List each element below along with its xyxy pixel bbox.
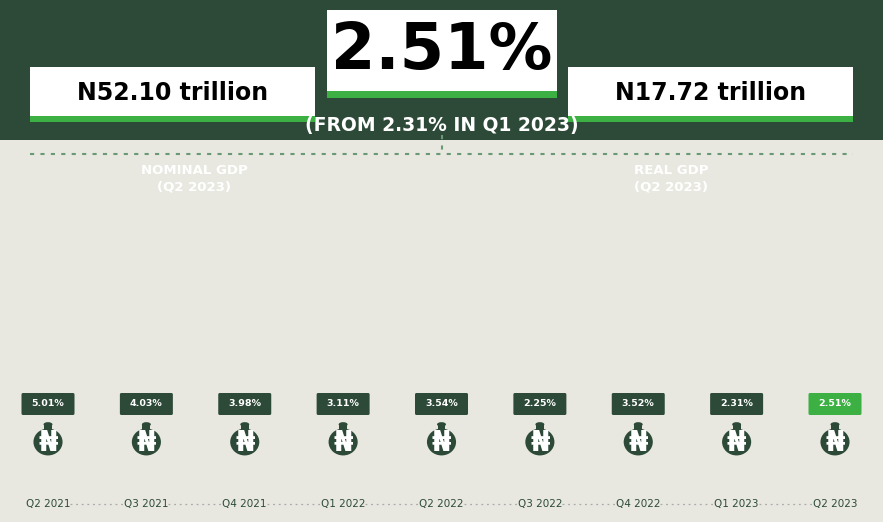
- Bar: [30, 116, 315, 122]
- Ellipse shape: [339, 422, 348, 426]
- Text: (FROM 2.31% IN Q1 2023): (FROM 2.31% IN Q1 2023): [305, 116, 578, 136]
- FancyBboxPatch shape: [30, 67, 315, 122]
- Text: Q2 2022: Q2 2022: [419, 499, 464, 509]
- Text: 2.51%: 2.51%: [819, 399, 851, 409]
- Text: 5.01%: 5.01%: [32, 399, 64, 409]
- Text: Q3 2021: Q3 2021: [125, 499, 169, 509]
- Bar: [339, 424, 347, 431]
- Bar: [536, 424, 544, 431]
- FancyBboxPatch shape: [568, 67, 853, 122]
- Ellipse shape: [437, 422, 446, 426]
- Ellipse shape: [43, 422, 52, 426]
- Bar: [438, 424, 445, 431]
- Text: ₦: ₦: [727, 429, 746, 457]
- Ellipse shape: [132, 429, 161, 455]
- Text: 3.52%: 3.52%: [622, 399, 654, 409]
- Text: Q4 2021: Q4 2021: [223, 499, 267, 509]
- Text: ₦: ₦: [826, 429, 845, 457]
- Text: Q2 2021: Q2 2021: [26, 499, 71, 509]
- FancyBboxPatch shape: [21, 393, 74, 415]
- Ellipse shape: [623, 429, 653, 455]
- Bar: [0, 140, 883, 522]
- FancyBboxPatch shape: [327, 10, 556, 98]
- Text: REAL GDP
(Q2 2023): REAL GDP (Q2 2023): [634, 164, 708, 194]
- FancyBboxPatch shape: [120, 393, 173, 415]
- Ellipse shape: [427, 429, 456, 455]
- Text: N52.10 trillion: N52.10 trillion: [77, 80, 268, 104]
- Bar: [241, 424, 249, 431]
- Bar: [327, 91, 556, 98]
- Bar: [142, 424, 150, 431]
- Text: ₦: ₦: [38, 429, 57, 457]
- Ellipse shape: [142, 422, 151, 426]
- Text: Q1 2022: Q1 2022: [321, 499, 366, 509]
- Text: 3.54%: 3.54%: [425, 399, 458, 409]
- FancyBboxPatch shape: [415, 393, 468, 415]
- Bar: [831, 424, 839, 431]
- Ellipse shape: [240, 422, 249, 426]
- Text: ₦: ₦: [432, 429, 451, 457]
- Ellipse shape: [634, 422, 643, 426]
- Bar: [634, 424, 642, 431]
- Bar: [0, 0, 883, 140]
- Text: 2.25%: 2.25%: [524, 399, 556, 409]
- Text: 3.98%: 3.98%: [228, 399, 261, 409]
- FancyBboxPatch shape: [218, 393, 271, 415]
- Text: 4.03%: 4.03%: [130, 399, 162, 409]
- Ellipse shape: [722, 429, 751, 455]
- Text: 2.31%: 2.31%: [721, 399, 753, 409]
- Ellipse shape: [230, 429, 260, 455]
- Bar: [568, 116, 853, 122]
- Ellipse shape: [535, 422, 544, 426]
- Text: Q2 2023: Q2 2023: [812, 499, 857, 509]
- Text: Q4 2022: Q4 2022: [616, 499, 660, 509]
- Text: ₦: ₦: [235, 429, 254, 457]
- Text: NOMINAL GDP
(Q2 2023): NOMINAL GDP (Q2 2023): [141, 164, 247, 194]
- FancyBboxPatch shape: [710, 393, 763, 415]
- Text: ₦: ₦: [334, 429, 353, 457]
- Text: 3.11%: 3.11%: [327, 399, 359, 409]
- Bar: [733, 424, 741, 431]
- Text: N17.72 trillion: N17.72 trillion: [615, 80, 806, 104]
- Text: 2.51%: 2.51%: [331, 20, 552, 82]
- Text: ₦: ₦: [530, 429, 549, 457]
- FancyBboxPatch shape: [809, 393, 862, 415]
- FancyBboxPatch shape: [513, 393, 566, 415]
- FancyBboxPatch shape: [317, 393, 370, 415]
- Text: Q3 2022: Q3 2022: [517, 499, 562, 509]
- Ellipse shape: [732, 422, 741, 426]
- Ellipse shape: [525, 429, 555, 455]
- Text: Q1 2023: Q1 2023: [714, 499, 758, 509]
- Bar: [44, 424, 52, 431]
- Ellipse shape: [328, 429, 358, 455]
- Ellipse shape: [820, 429, 849, 455]
- Ellipse shape: [34, 429, 63, 455]
- Text: ₦: ₦: [629, 429, 648, 457]
- FancyBboxPatch shape: [612, 393, 665, 415]
- Text: ₦: ₦: [137, 429, 156, 457]
- Ellipse shape: [831, 422, 840, 426]
